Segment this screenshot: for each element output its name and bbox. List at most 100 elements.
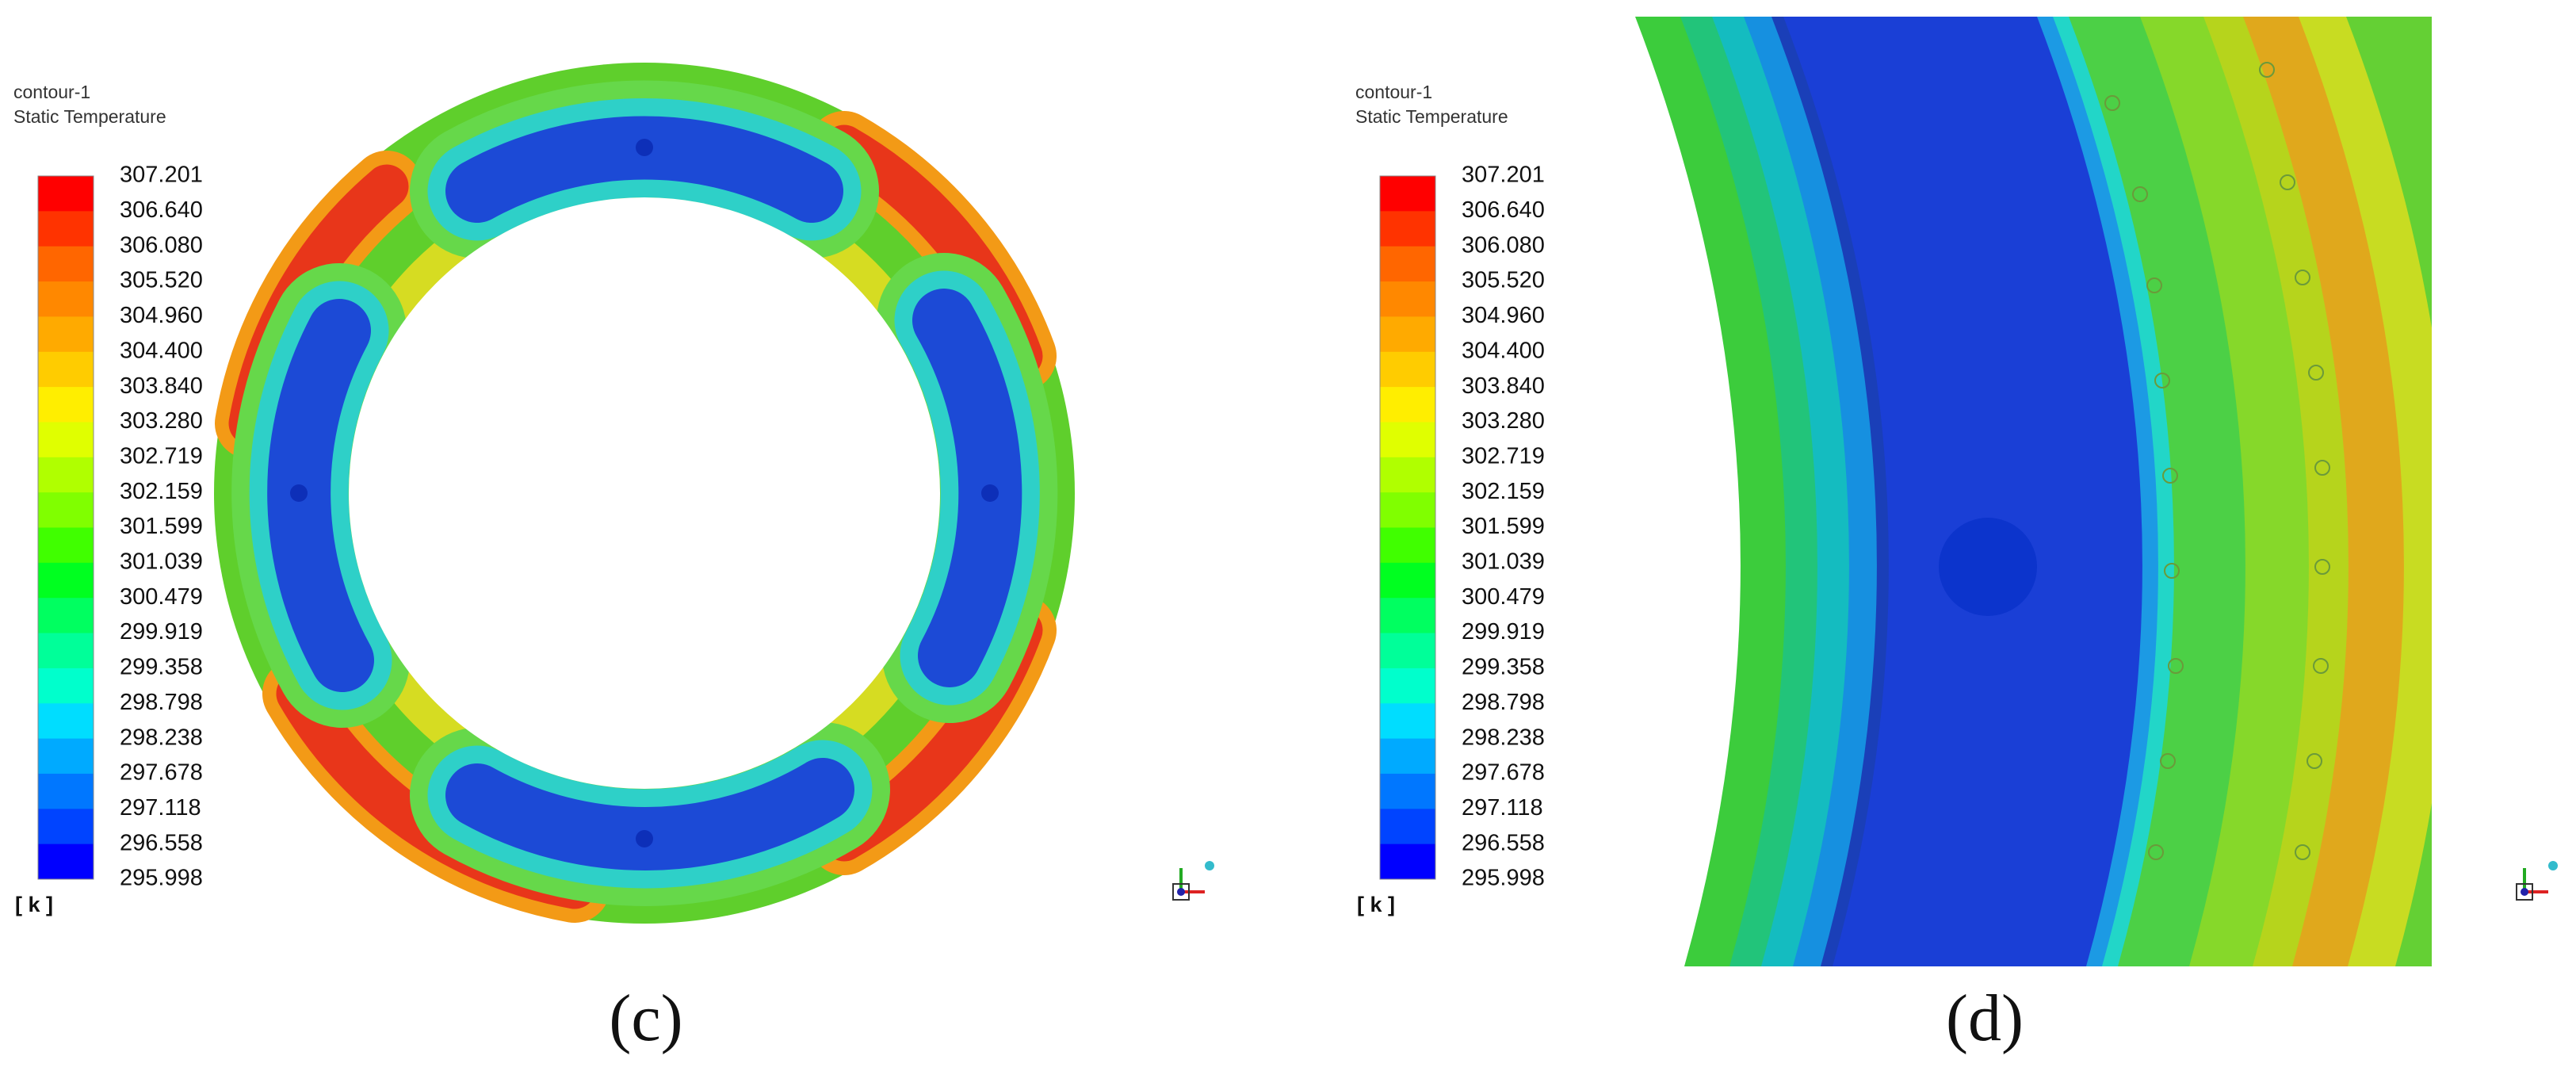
legend-swatch: [1380, 387, 1435, 423]
legend-swatch: [38, 211, 94, 247]
legend-swatch: [1380, 738, 1435, 775]
legend-name: contour-1: [13, 82, 90, 102]
legend-level: 295.998: [120, 866, 203, 891]
legend-level: 302.159: [1462, 479, 1545, 504]
legend-swatch: [38, 809, 94, 845]
zoom-contour: [1635, 17, 2432, 966]
legend-swatch: [38, 527, 94, 564]
legend-unit: [ k ]: [1357, 893, 1395, 916]
legend-level: 299.358: [120, 655, 203, 680]
legend-level: 299.919: [1462, 619, 1545, 645]
legend-swatch: [38, 738, 94, 775]
legend-level: 301.039: [1462, 549, 1545, 575]
legend-swatch: [38, 668, 94, 704]
legend-level: 297.118: [1462, 795, 1543, 821]
legend-swatch: [38, 176, 94, 212]
legend-swatch: [38, 457, 94, 493]
legend-level: 307.201: [1462, 163, 1545, 188]
legend-level: 306.640: [120, 197, 203, 223]
legend-swatch: [38, 598, 94, 634]
legend-swatch: [1380, 773, 1435, 809]
legend-swatch: [38, 387, 94, 423]
legend-level: 306.640: [1462, 197, 1545, 223]
legend-swatch: [1380, 492, 1435, 528]
legend-swatch: [1380, 809, 1435, 845]
legend-level: 304.960: [120, 303, 203, 328]
legend-swatch: [38, 844, 94, 880]
legend-variable: Static Temperature: [13, 106, 166, 127]
ring-hole: [349, 197, 940, 789]
legend-level: 304.400: [1462, 338, 1545, 363]
legend-level: 301.599: [120, 514, 203, 539]
legend-unit: [ k ]: [15, 893, 53, 916]
legend-swatch: [1380, 633, 1435, 669]
legend-level: 303.840: [120, 373, 203, 399]
legend-level: 295.998: [1462, 866, 1545, 891]
legend-level: 303.280: [1462, 408, 1545, 434]
panel-caption: (d): [1946, 981, 2024, 1055]
ring-contour: [214, 63, 1075, 924]
legend-level: 296.558: [120, 830, 203, 855]
panel-caption: (c): [609, 981, 682, 1055]
legend-swatch: [1380, 176, 1435, 212]
legend-swatch: [38, 281, 94, 317]
legend-level: 304.400: [120, 338, 203, 363]
legend-level: 305.520: [120, 268, 203, 293]
legend-swatch: [1380, 598, 1435, 634]
legend-swatch: [1380, 668, 1435, 704]
legend-level: 298.238: [1462, 725, 1545, 750]
legend-swatch: [1380, 351, 1435, 388]
legend-swatch: [38, 351, 94, 388]
legend-swatch: [1380, 246, 1435, 282]
legend-level: 297.678: [120, 760, 203, 786]
legend-frame: [37, 175, 94, 880]
legend-level: 303.840: [1462, 373, 1545, 399]
axis-triad: [2516, 861, 2558, 901]
legend-swatch: [1380, 457, 1435, 493]
legend-swatch: [38, 773, 94, 809]
legend-variable: Static Temperature: [1355, 106, 1508, 127]
legend-level: 302.719: [1462, 443, 1545, 469]
legend-swatch: [1380, 281, 1435, 317]
legend-level: 305.520: [1462, 268, 1545, 293]
legend-name: contour-1: [1355, 82, 1432, 102]
legend-swatch: [38, 246, 94, 282]
legend-level: 301.599: [1462, 514, 1545, 539]
legend-level: 304.960: [1462, 303, 1545, 328]
legend-level: 298.798: [120, 690, 203, 715]
legend-level: 301.039: [120, 549, 203, 575]
legend-swatch: [1380, 316, 1435, 353]
legend-level: 306.080: [1462, 232, 1545, 258]
legend-swatch: [38, 422, 94, 458]
legend-swatch: [1380, 422, 1435, 458]
slot-holes: [290, 139, 999, 847]
legend-level: 297.118: [120, 795, 201, 821]
legend-level: 306.080: [120, 232, 203, 258]
legend-level: 300.479: [120, 584, 203, 610]
legend-level: 307.201: [120, 163, 203, 188]
legend-level: 296.558: [1462, 830, 1545, 855]
legend-swatch: [1380, 527, 1435, 564]
legend-swatch: [1380, 703, 1435, 740]
legend-swatch: [1380, 211, 1435, 247]
legend-swatch: [38, 562, 94, 599]
legend-swatch: [1380, 562, 1435, 599]
legend-level: 302.719: [120, 443, 203, 469]
legend-level: 299.919: [120, 619, 203, 645]
legend-frame: [1379, 175, 1436, 880]
legend-swatch: [38, 633, 94, 669]
legend-swatch: [38, 703, 94, 740]
legend-level: 298.798: [1462, 690, 1545, 715]
legend-swatch: [1380, 844, 1435, 880]
legend-level: 297.678: [1462, 760, 1545, 786]
legend-swatch: [38, 492, 94, 528]
legend-level: 303.280: [120, 408, 203, 434]
legend-level: 299.358: [1462, 655, 1545, 680]
axis-triad: [1172, 861, 1214, 901]
legend-level: 302.159: [120, 479, 203, 504]
legend-level: 300.479: [1462, 584, 1545, 610]
legend-level: 298.238: [120, 725, 203, 750]
legend-swatch: [38, 316, 94, 353]
